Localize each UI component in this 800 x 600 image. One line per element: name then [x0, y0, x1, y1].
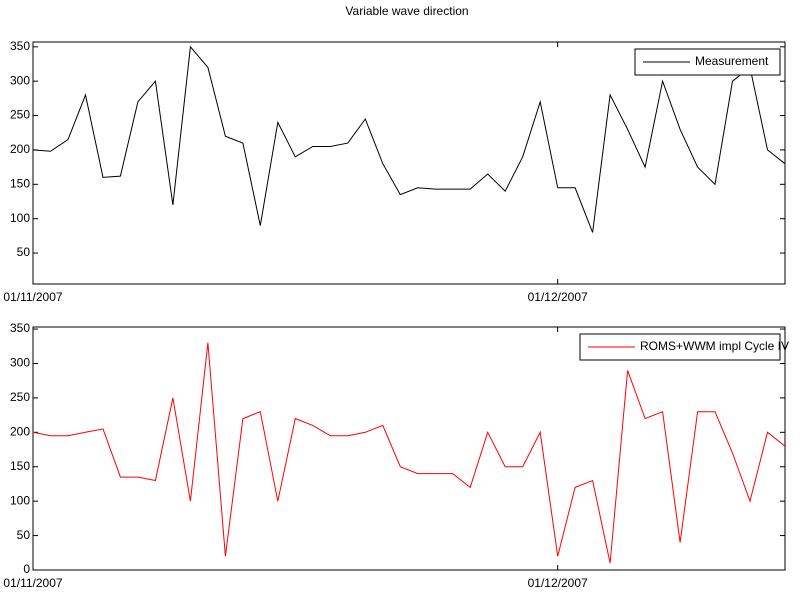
x-tick-label: 01/11/2007: [3, 576, 62, 590]
chart-title: Variable wave direction: [345, 4, 468, 18]
y-tick-label: 150: [10, 176, 30, 190]
x-tick-label: 01/12/2007: [528, 290, 588, 304]
y-tick-label: 50: [17, 528, 31, 542]
x-tick-label: 01/11/2007: [3, 290, 62, 304]
y-tick-label: 300: [10, 356, 30, 370]
x-tick-label: 01/12/2007: [528, 576, 588, 590]
legend-label: ROMS+WWM impl Cycle IV: [640, 339, 789, 353]
y-tick-label: 100: [10, 493, 30, 507]
plot-area: [32, 326, 786, 571]
y-tick-label: 300: [10, 73, 30, 87]
data-line: [32, 342, 786, 564]
y-tick-label: 200: [10, 424, 30, 438]
plot-area: [32, 41, 786, 285]
y-tick-label: 100: [10, 211, 30, 225]
y-tick-label: 200: [10, 142, 30, 156]
y-tick-label: 350: [10, 321, 30, 335]
y-tick-label: 250: [10, 108, 30, 122]
legend-label: Measurement: [695, 54, 769, 68]
y-tick-label: 0: [23, 562, 30, 576]
data-line: [32, 45, 786, 233]
y-tick-label: 150: [10, 459, 30, 473]
y-tick-label: 50: [17, 245, 31, 259]
y-tick-label: 350: [10, 39, 30, 53]
y-tick-label: 250: [10, 390, 30, 404]
